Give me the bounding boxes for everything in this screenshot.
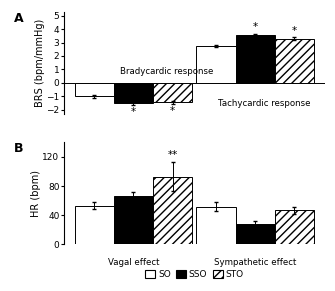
Text: *: * bbox=[292, 26, 297, 36]
Text: A: A bbox=[14, 12, 24, 25]
Text: *: * bbox=[170, 106, 175, 116]
Legend: SO, SSO, STO: SO, SSO, STO bbox=[142, 267, 247, 283]
Bar bbox=[196, 207, 236, 244]
Text: Tachycardic response: Tachycardic response bbox=[218, 99, 310, 108]
Bar bbox=[275, 210, 314, 244]
Bar bbox=[236, 35, 275, 83]
Bar bbox=[236, 224, 275, 244]
Text: **: ** bbox=[168, 150, 178, 160]
Bar bbox=[275, 38, 314, 83]
Text: *: * bbox=[253, 22, 258, 33]
Text: B: B bbox=[14, 142, 23, 155]
Text: Bradycardic response: Bradycardic response bbox=[120, 67, 214, 76]
Text: *: * bbox=[253, 229, 258, 239]
Y-axis label: HR (bpm): HR (bpm) bbox=[31, 170, 41, 217]
Bar bbox=[75, 206, 114, 244]
Bar bbox=[153, 83, 192, 102]
Y-axis label: BRS (bpm/mmHg): BRS (bpm/mmHg) bbox=[35, 19, 45, 107]
Bar bbox=[196, 46, 236, 83]
Text: *: * bbox=[131, 107, 136, 117]
Bar bbox=[114, 83, 153, 103]
Bar bbox=[114, 196, 153, 244]
Text: Vagal effect: Vagal effect bbox=[108, 258, 159, 267]
Text: Sympathetic effect: Sympathetic effect bbox=[214, 258, 296, 267]
Bar bbox=[75, 83, 114, 96]
Bar bbox=[153, 177, 192, 244]
